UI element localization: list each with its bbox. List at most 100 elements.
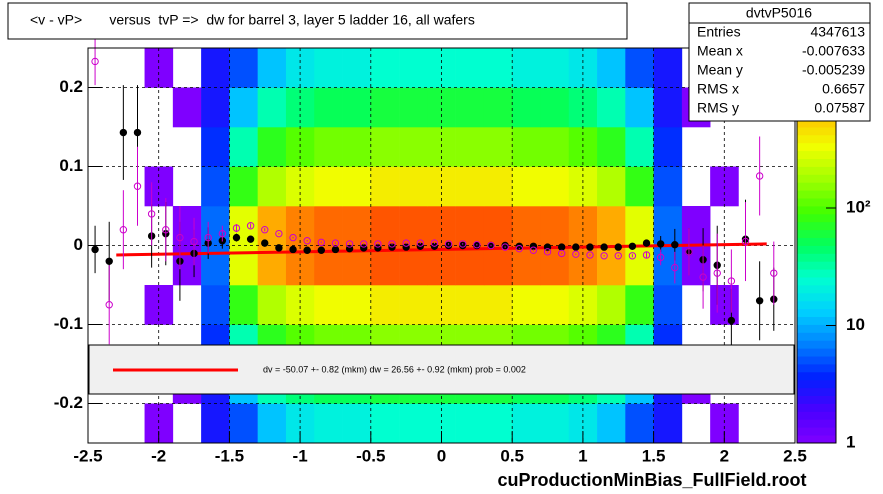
heatmap-cell <box>540 206 570 246</box>
z-tick-label: 10² <box>846 197 871 216</box>
color-bar-band <box>797 174 836 183</box>
heatmap-cell <box>229 87 258 128</box>
x-tick-label: -1.5 <box>215 446 244 465</box>
heatmap-cell <box>342 127 372 167</box>
profile-point <box>388 240 396 248</box>
heatmap-cell <box>370 245 400 286</box>
heatmap-cell <box>455 285 485 325</box>
profile-point <box>402 239 410 247</box>
color-bar-band <box>797 427 836 436</box>
heatmap-cell <box>257 206 287 246</box>
heatmap-cell <box>399 87 428 128</box>
heatmap-cell <box>483 245 513 286</box>
color-bar-band <box>797 213 836 223</box>
stats-title: dvtvP5016 <box>746 5 812 21</box>
heatmap-cell <box>597 285 626 325</box>
color-bar-band <box>797 150 836 159</box>
profile-point <box>289 245 297 254</box>
heatmap-cell <box>370 87 400 128</box>
profile-point <box>459 240 467 248</box>
heatmap-cell <box>370 285 400 325</box>
profile-point <box>699 273 707 281</box>
x-tick-label: 1.5 <box>642 446 666 465</box>
stats-label: Mean y <box>697 62 743 78</box>
heatmap-cell <box>399 285 428 325</box>
color-bar-band <box>797 134 836 144</box>
heatmap-cell <box>314 285 343 325</box>
color-bar-band <box>797 261 836 270</box>
profile-point <box>713 269 721 277</box>
heatmap-cell <box>597 127 626 167</box>
color-bar-band <box>797 340 836 349</box>
fit-label: dv = -50.07 +- 0.82 (mkm) dw = 26.56 +- … <box>263 364 526 374</box>
color-bar-band <box>797 371 836 381</box>
color-bar-band <box>797 379 836 389</box>
stats-value: 0.6657 <box>822 81 865 97</box>
heatmap-cell <box>540 166 570 207</box>
color-bar-band <box>797 245 836 254</box>
profile-points <box>91 37 778 353</box>
profile-point <box>430 239 439 247</box>
profile-point <box>656 240 665 248</box>
heatmap-cell <box>399 245 428 286</box>
heatmap-cell <box>399 166 428 207</box>
heatmap-cell <box>653 127 683 167</box>
heatmap-cell <box>342 48 372 88</box>
profile-point <box>487 241 495 250</box>
color-bar-band <box>797 253 836 262</box>
profile-point <box>501 243 509 251</box>
profile-point <box>232 233 241 242</box>
x-tick-label: -0.5 <box>356 446 385 465</box>
profile-point <box>105 257 113 265</box>
color-bar-band <box>797 300 836 310</box>
z-tick-label: 10 <box>846 315 865 334</box>
profile-point <box>600 243 608 251</box>
color-bar-band <box>797 324 836 333</box>
heatmap-cell <box>342 403 372 444</box>
color-bar-band <box>797 166 836 175</box>
heatmap-cell <box>483 127 513 167</box>
heatmap-cell <box>201 285 230 325</box>
profile-point <box>261 226 269 234</box>
heatmap-cell <box>201 403 230 444</box>
heatmap-cell <box>314 48 343 88</box>
stats-value: 4347613 <box>810 24 865 40</box>
heatmap-cell <box>172 87 202 128</box>
y-tick-label: 0.1 <box>59 156 83 175</box>
heatmap-cell <box>597 48 626 88</box>
heatmap-cell <box>201 127 230 167</box>
heatmap-cell <box>257 166 287 207</box>
color-bar-band <box>797 127 836 136</box>
profile-point <box>246 235 255 243</box>
color-bar-band <box>797 403 836 412</box>
color-bar-band <box>797 229 836 238</box>
heatmap-cell <box>399 206 428 246</box>
heatmap-cell <box>399 48 428 88</box>
color-bar-band <box>797 158 836 167</box>
profile-point <box>317 238 326 247</box>
stats-value: -0.005239 <box>802 62 865 78</box>
profile-point <box>119 128 128 137</box>
profile-point <box>176 233 184 242</box>
color-bar-band <box>797 308 836 317</box>
x-tick-label: 0 <box>437 446 446 465</box>
profile-point <box>331 245 340 254</box>
profile-point <box>275 229 283 238</box>
heatmap-cell <box>625 127 654 167</box>
heatmap-cell <box>597 245 626 286</box>
color-bar-band <box>797 269 836 278</box>
color-bar-band <box>797 221 836 231</box>
color-bar-band <box>797 198 836 207</box>
heatmap-cell <box>455 403 485 444</box>
profile-point <box>557 243 566 251</box>
heatmap-cell <box>653 285 683 325</box>
x-tick-label: -2 <box>151 446 166 465</box>
profile-point <box>727 316 736 325</box>
color-bar-band <box>797 356 836 365</box>
color-bar-band <box>797 348 836 357</box>
heatmap-cell <box>625 87 654 128</box>
color-bar-band <box>797 206 836 215</box>
profile-point <box>374 240 382 248</box>
profile-point <box>91 57 99 66</box>
heatmap-cell <box>342 166 372 207</box>
